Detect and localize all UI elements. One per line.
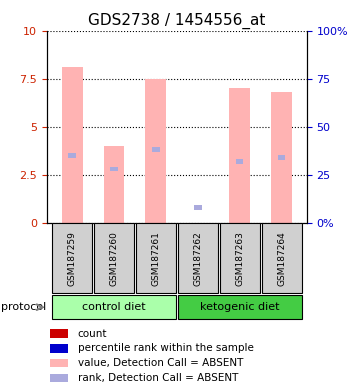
FancyBboxPatch shape <box>262 223 302 293</box>
FancyBboxPatch shape <box>94 223 134 293</box>
FancyBboxPatch shape <box>178 223 218 293</box>
Bar <box>271 92 292 223</box>
Bar <box>278 155 285 160</box>
Text: GSM187263: GSM187263 <box>235 231 244 286</box>
Title: GDS2738 / 1454556_at: GDS2738 / 1454556_at <box>88 13 266 29</box>
FancyBboxPatch shape <box>52 223 92 293</box>
Text: GSM187261: GSM187261 <box>151 231 160 286</box>
FancyBboxPatch shape <box>136 223 176 293</box>
Text: GSM187262: GSM187262 <box>193 231 203 286</box>
Text: GSM187259: GSM187259 <box>68 231 77 286</box>
Bar <box>69 153 76 158</box>
Text: percentile rank within the sample: percentile rank within the sample <box>78 343 253 353</box>
FancyBboxPatch shape <box>178 295 302 319</box>
FancyBboxPatch shape <box>52 295 176 319</box>
Bar <box>152 147 160 152</box>
Bar <box>145 79 166 223</box>
Bar <box>110 167 118 171</box>
Bar <box>50 374 68 382</box>
Text: control diet: control diet <box>82 302 146 312</box>
Bar <box>50 344 68 353</box>
Text: ketogenic diet: ketogenic diet <box>200 302 279 312</box>
Text: GSM187264: GSM187264 <box>277 231 286 286</box>
Text: value, Detection Call = ABSENT: value, Detection Call = ABSENT <box>78 358 243 368</box>
Text: rank, Detection Call = ABSENT: rank, Detection Call = ABSENT <box>78 373 238 383</box>
Text: protocol: protocol <box>1 302 46 312</box>
FancyBboxPatch shape <box>219 223 260 293</box>
Text: GSM187260: GSM187260 <box>109 231 118 286</box>
Bar <box>62 67 83 223</box>
Bar <box>50 359 68 367</box>
Bar <box>104 146 125 223</box>
Bar <box>194 205 201 210</box>
Text: count: count <box>78 329 107 339</box>
Bar <box>236 159 243 164</box>
Bar <box>229 88 250 223</box>
Bar <box>50 329 68 338</box>
